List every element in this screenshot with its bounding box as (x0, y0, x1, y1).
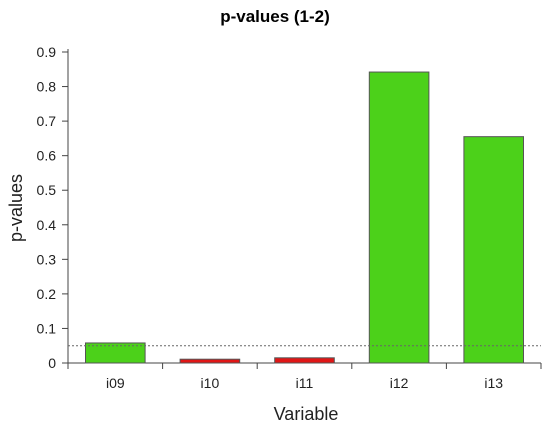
bar-i11 (274, 357, 335, 364)
x-tick-label: i09 (106, 375, 125, 391)
y-tick-label: 0.1 (37, 320, 57, 336)
y-tick-label: 0.9 (37, 44, 57, 60)
y-tick-label: 0 (48, 355, 56, 371)
x-axis-label: Variable (274, 404, 339, 424)
y-tick-label: 0.3 (37, 251, 57, 267)
y-tick-label: 0.6 (37, 148, 57, 164)
y-tick-label: 0.5 (37, 182, 57, 198)
y-tick-label: 0.8 (37, 79, 57, 95)
y-tick-label: 0.4 (37, 217, 57, 233)
bar-i09 (85, 342, 146, 364)
x-tick-label: i11 (296, 375, 314, 391)
bar-i10 (179, 358, 241, 364)
plot-area: 0 0.1 0.2 0.3 0.4 0.5 0.6 0.7 0.8 0.9 i09 i10 i11 i12… (37, 44, 542, 391)
x-tick-label: i10 (201, 375, 220, 391)
x-tick-label: i12 (390, 375, 409, 391)
bar-i12 (368, 71, 430, 364)
y-tick-label: 0.2 (37, 286, 57, 302)
chart-title: p-values (1-2) (220, 7, 330, 26)
y-tick-label: 0.7 (37, 113, 57, 129)
bar-i13 (463, 136, 524, 364)
y-axis-label: p-values (6, 174, 26, 242)
x-tick-label: i13 (484, 375, 503, 391)
